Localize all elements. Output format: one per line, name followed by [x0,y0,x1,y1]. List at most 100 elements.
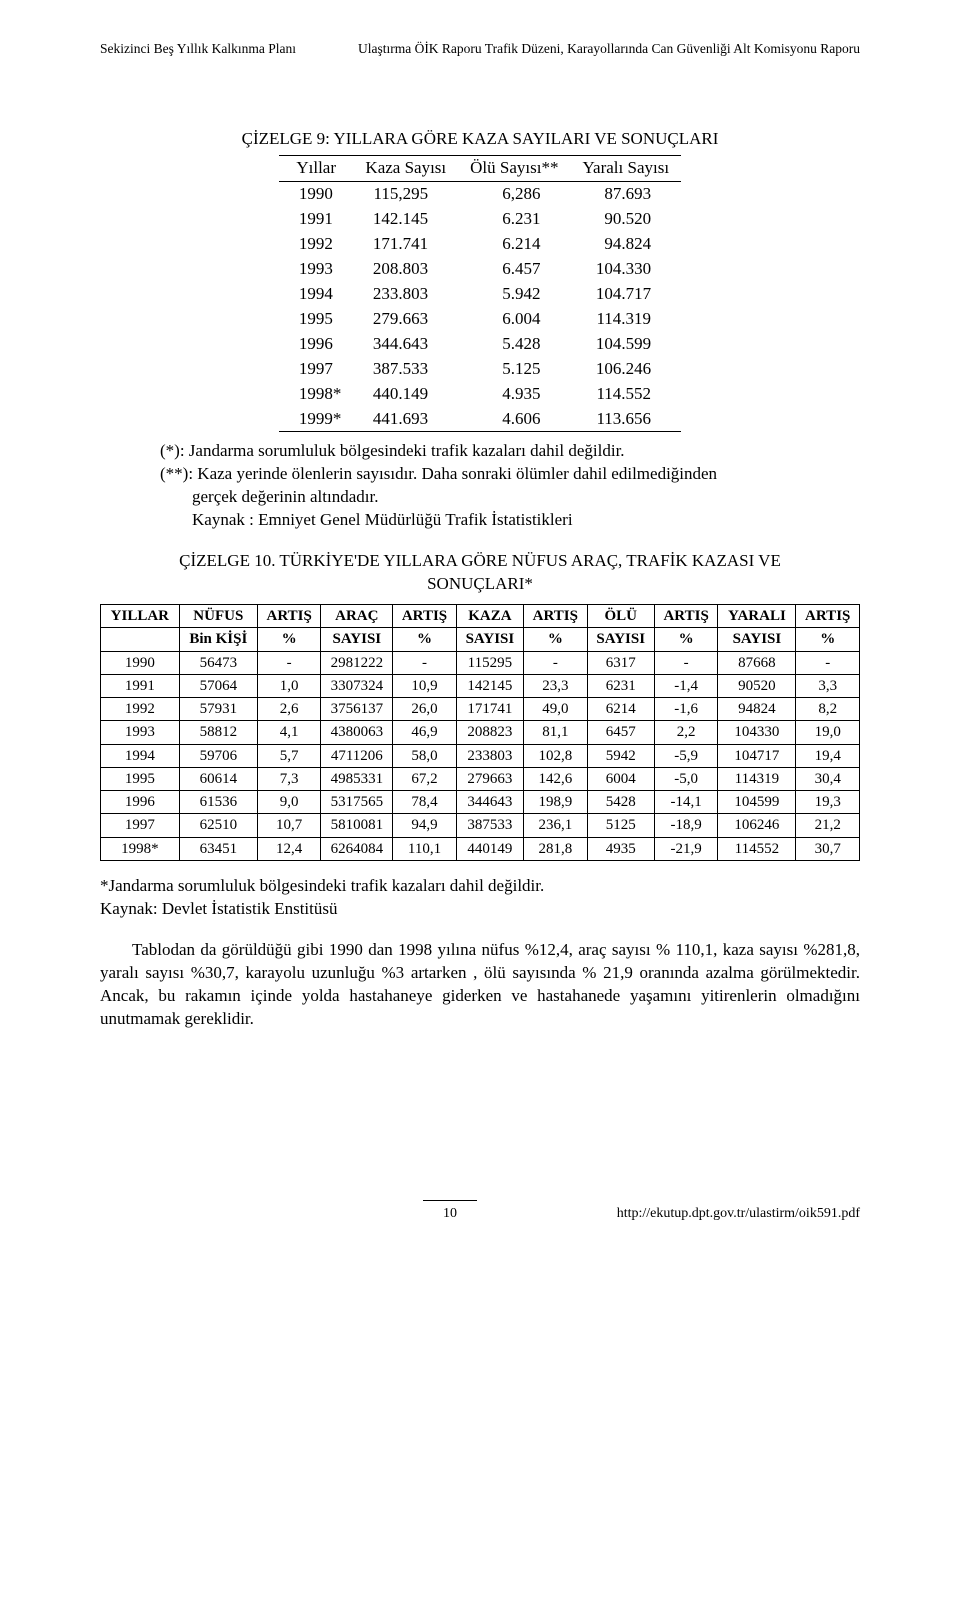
table-cell: 1999* [279,407,354,432]
table-header: ARTIŞ [796,605,860,628]
table-cell: 6.231 [458,207,570,232]
table-cell: 208823 [456,721,523,744]
table-header: ARTIŞ [257,605,320,628]
table-cell: 5317565 [321,791,393,814]
table-row: 1996615369,0531756578,4344643198,95428-1… [101,791,860,814]
table-cell: 6004 [587,767,654,790]
table-cell: 10,7 [257,814,320,837]
table-cell: 5428 [587,791,654,814]
table-cell: 1994 [279,282,354,307]
table-cell: 104599 [718,791,796,814]
table-cell: 198,9 [524,791,587,814]
table-row: 19976251010,7581008194,9387533236,15125-… [101,814,860,837]
table-row: 1995279.6636.004114.319 [279,307,681,332]
table-cell: 110,1 [393,837,456,860]
table-cell: 1990 [101,651,180,674]
table-header: % [654,628,717,651]
table-cell: 8,2 [796,698,860,721]
table-row: 1993208.8036.457104.330 [279,257,681,282]
table-cell: 30,4 [796,767,860,790]
table-cell: 6231 [587,674,654,697]
table-header: ARTIŞ [524,605,587,628]
table-cell: 61536 [179,791,257,814]
table-cell: -1,4 [654,674,717,697]
table9: Yıllar Kaza Sayısı Ölü Sayısı** Yaralı S… [279,155,681,432]
table9-col-2: Ölü Sayısı** [458,156,570,182]
table-cell: 5125 [587,814,654,837]
table-cell: 115,295 [353,182,458,207]
table-cell: 104.330 [570,257,681,282]
table-header: % [796,628,860,651]
table-header: KAZA [456,605,523,628]
table-cell: 1997 [101,814,180,837]
table-cell: 90520 [718,674,796,697]
table-cell: 6264084 [321,837,393,860]
table-cell: 19,0 [796,721,860,744]
table10-title-b: SONUÇLARI* [427,574,533,593]
table-cell: 104330 [718,721,796,744]
table-cell: 1998* [101,837,180,860]
table-cell: 9,0 [257,791,320,814]
table-row: 1991142.1456.23190.520 [279,207,681,232]
table-cell: -5,0 [654,767,717,790]
table-cell: 1992 [279,232,354,257]
table-cell: 4.935 [458,382,570,407]
table-cell: -14,1 [654,791,717,814]
table-cell: -18,9 [654,814,717,837]
table-cell: 23,3 [524,674,587,697]
table-row: 1999*441.6934.606113.656 [279,407,681,432]
table9-title: ÇİZELGE 9: YILLARA GÖRE KAZA SAYILARI VE… [100,128,860,151]
table-row: 1994233.8035.942104.717 [279,282,681,307]
table-header: SAYISI [321,628,393,651]
table9-col-1: Kaza Sayısı [353,156,458,182]
table-cell: 67,2 [393,767,456,790]
table-cell: 115295 [456,651,523,674]
table-row: 1998*6345112,46264084110,1440149281,8493… [101,837,860,860]
table-header: % [524,628,587,651]
table-cell: 94824 [718,698,796,721]
table-cell: 114.319 [570,307,681,332]
table-cell: 1995 [101,767,180,790]
table-cell: 30,7 [796,837,860,860]
table-cell: 344643 [456,791,523,814]
table-cell: 5.125 [458,357,570,382]
table-cell: 1998* [279,382,354,407]
table-cell: 104.599 [570,332,681,357]
header-left: Sekizinci Beş Yıllık Kalkınma Planı [100,40,296,58]
table-header: SAYISI [456,628,523,651]
table-cell: 344.643 [353,332,458,357]
table-cell: 2981222 [321,651,393,674]
table-cell: 49,0 [524,698,587,721]
table-cell: 440149 [456,837,523,860]
table-row: 1997387.5335.125106.246 [279,357,681,382]
footnote-1: *Jandarma sorumluluk bölgesindeki trafik… [100,875,860,898]
table-cell: 1991 [279,207,354,232]
table-header: % [257,628,320,651]
table-cell: 106.246 [570,357,681,382]
table-cell: 1993 [279,257,354,282]
table-cell: 4711206 [321,744,393,767]
table-cell: 142.145 [353,207,458,232]
table-cell: 6,286 [458,182,570,207]
table-cell: 10,9 [393,674,456,697]
table-header: SAYISI [718,628,796,651]
table-cell: 104.717 [570,282,681,307]
table-cell: 19,3 [796,791,860,814]
table-cell: 94.824 [570,232,681,257]
table-header: ÖLÜ [587,605,654,628]
page-number: 10 [423,1200,477,1224]
table-cell: - [654,651,717,674]
table-row: 1998*440.1494.935114.552 [279,382,681,407]
table-cell: 6.214 [458,232,570,257]
header-right: Ulaştırma ÖİK Raporu Trafik Düzeni, Kara… [358,40,860,58]
footer-url: http://ekutup.dpt.gov.tr/ulastirm/oik591… [600,1205,860,1224]
table-cell: 7,3 [257,767,320,790]
table-cell: 5,7 [257,744,320,767]
table-cell: 142,6 [524,767,587,790]
table-cell: 114552 [718,837,796,860]
table-cell: 387.533 [353,357,458,382]
table-header: ARAÇ [321,605,393,628]
table-cell: 58,0 [393,744,456,767]
table-row: 1993588124,1438006346,920882381,164572,2… [101,721,860,744]
table9-col-0: Yıllar [279,156,354,182]
